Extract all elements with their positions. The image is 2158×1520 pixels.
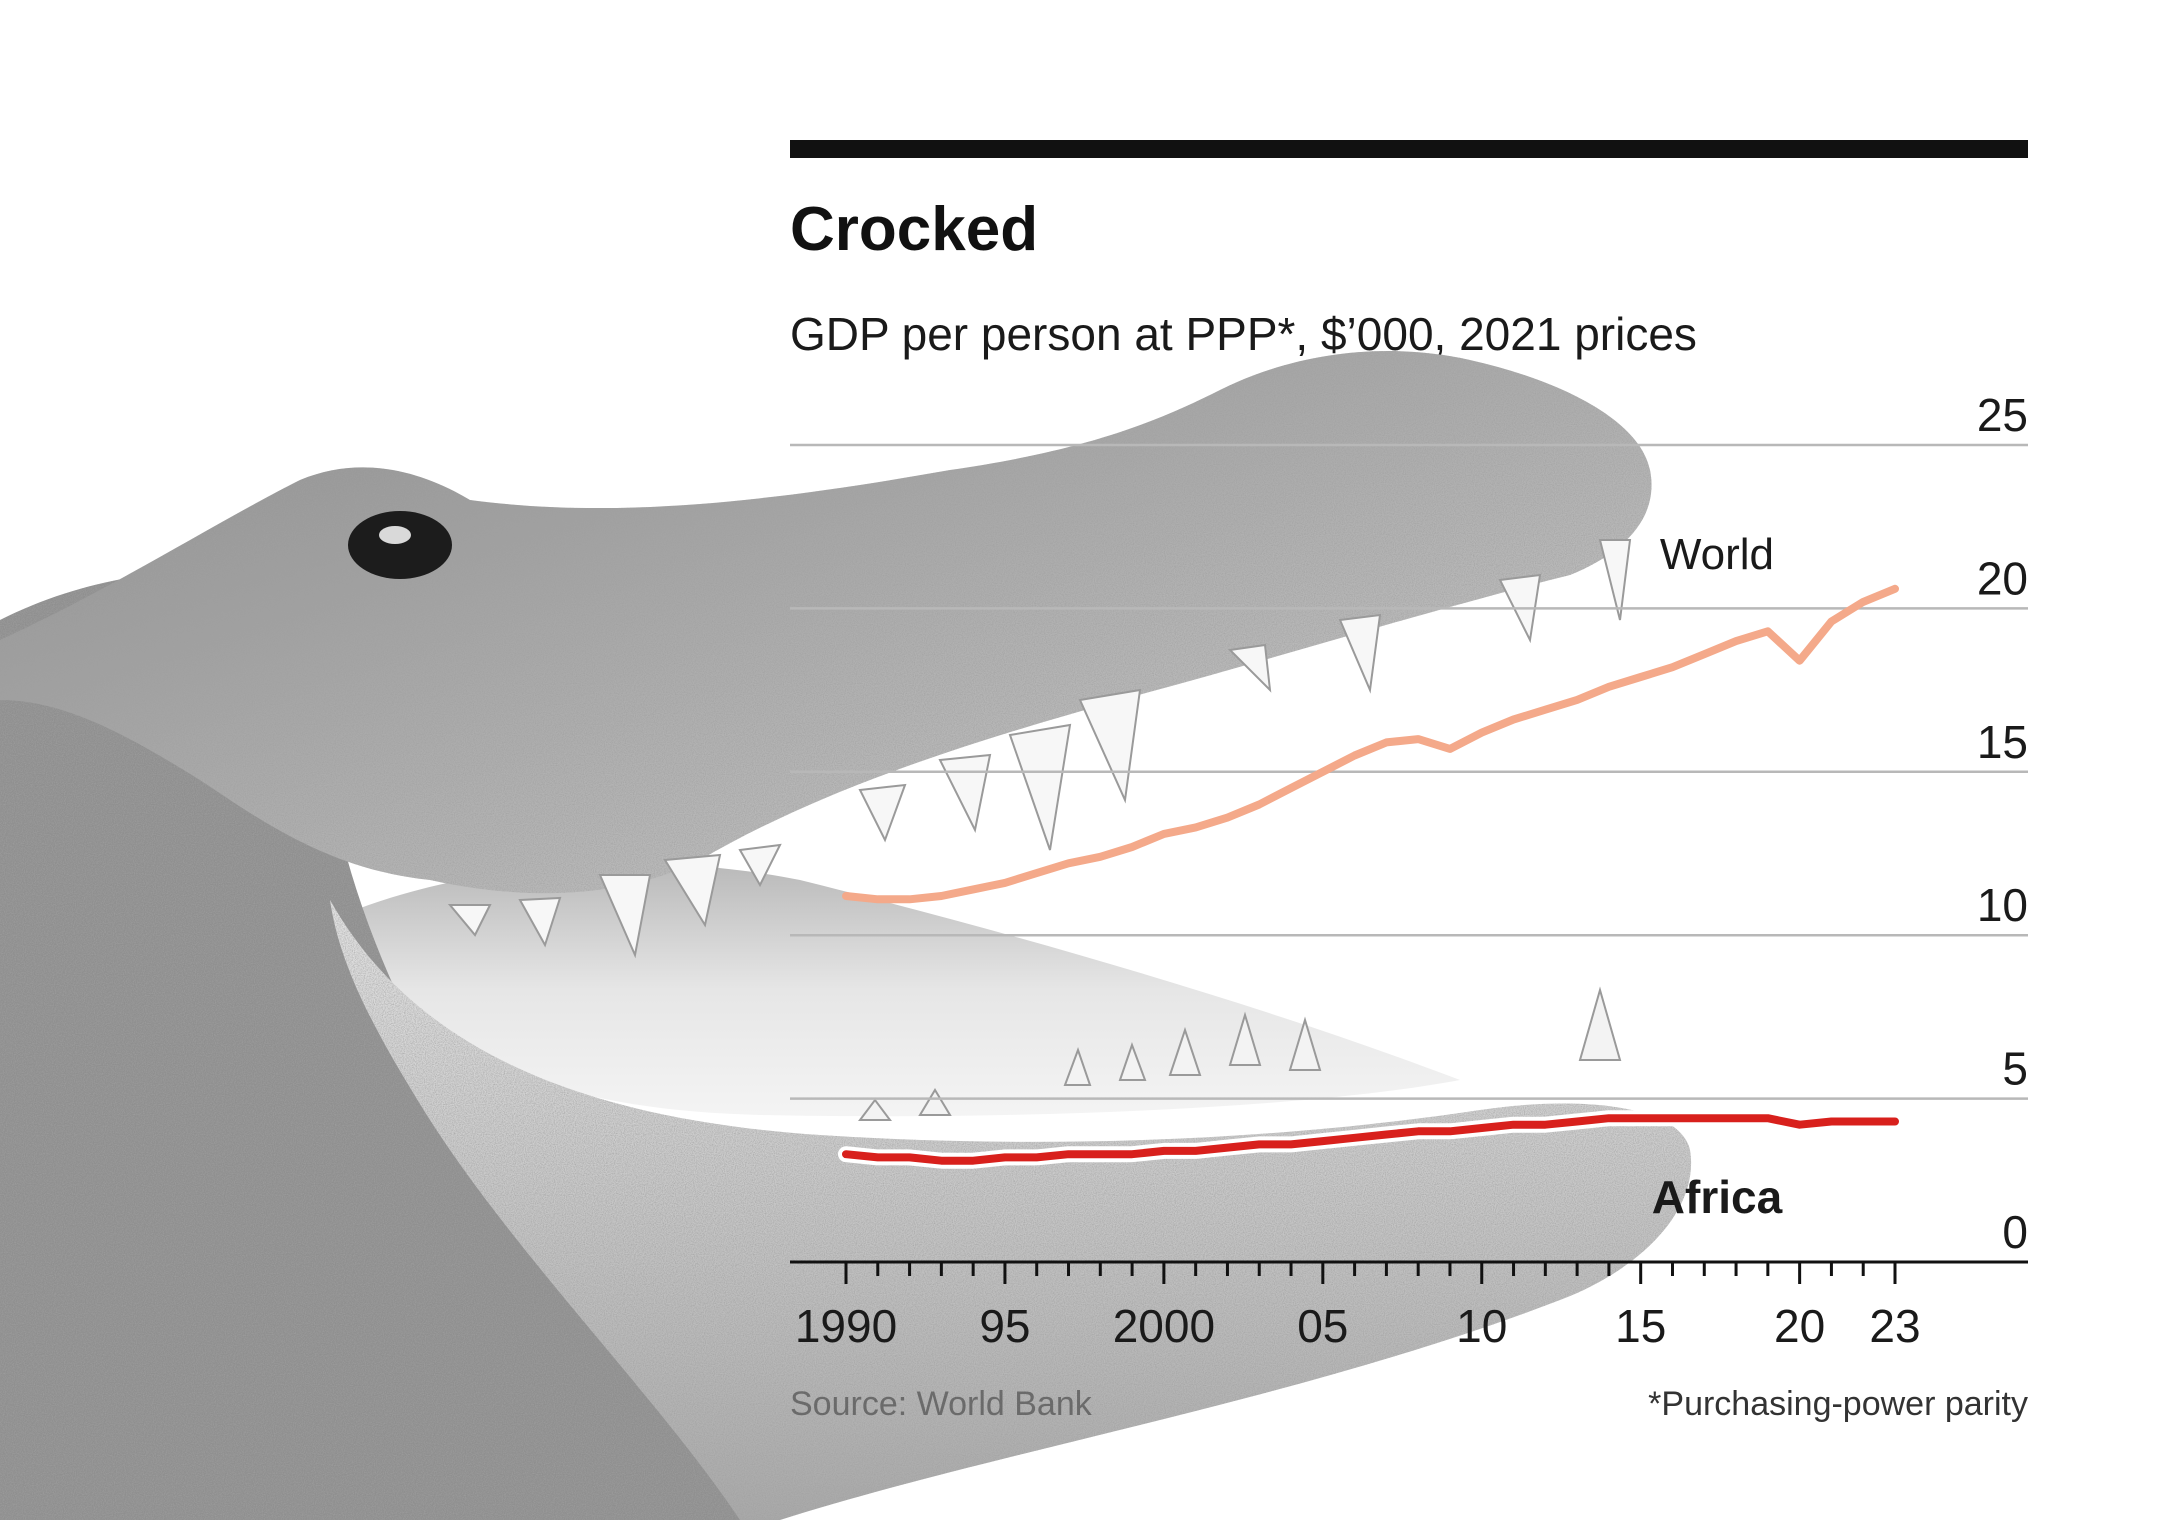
x-tick-label: 1990 — [795, 1300, 897, 1352]
footnote: *Purchasing-power parity — [1648, 1385, 2028, 1423]
chart-subtitle: GDP per person at PPP*, $’000, 2021 pric… — [790, 308, 1697, 360]
x-tick-label: 20 — [1774, 1300, 1825, 1352]
x-tick-label: 23 — [1869, 1300, 1920, 1352]
y-tick-label: 20 — [1977, 552, 2028, 604]
source-note: Source: World Bank — [790, 1385, 1093, 1423]
crocodile-eye — [348, 511, 452, 579]
series-line-africa — [842, 1114, 1899, 1165]
series-label-africa: Africa — [1652, 1171, 1783, 1223]
crocodile-lower-jaw — [330, 900, 1692, 1520]
x-tick-label: 95 — [979, 1300, 1030, 1352]
series-label-world: World — [1660, 530, 1774, 579]
y-tick-label: 15 — [1977, 716, 2028, 768]
x-tick-label: 2000 — [1113, 1300, 1215, 1352]
y-tick-label: 10 — [1977, 879, 2028, 931]
series-lines — [838, 584, 1903, 1169]
crocodile-upper-jaw — [0, 351, 1652, 894]
x-tick-label: 15 — [1615, 1300, 1666, 1352]
gridlines — [790, 443, 2028, 1100]
series-line-world — [842, 584, 1899, 904]
y-tick-label: 5 — [2002, 1043, 2028, 1095]
x-tick-label: 05 — [1297, 1300, 1348, 1352]
y-axis-labels: 0 5 10 15 20 25 — [1977, 389, 2028, 1258]
crocodile-lower-teeth — [858, 986, 1622, 1121]
crocodile-eye-highlight — [379, 526, 411, 544]
top-rule — [790, 140, 2028, 158]
crocodile-illustration — [0, 351, 1692, 1520]
y-tick-label: 25 — [1977, 389, 2028, 441]
x-axis: 1990 95 2000 05 10 15 20 23 — [790, 1260, 2028, 1352]
y-tick-label: 0 — [2002, 1206, 2028, 1258]
chart-title: Crocked — [790, 195, 1038, 264]
x-tick-label: 10 — [1456, 1300, 1507, 1352]
